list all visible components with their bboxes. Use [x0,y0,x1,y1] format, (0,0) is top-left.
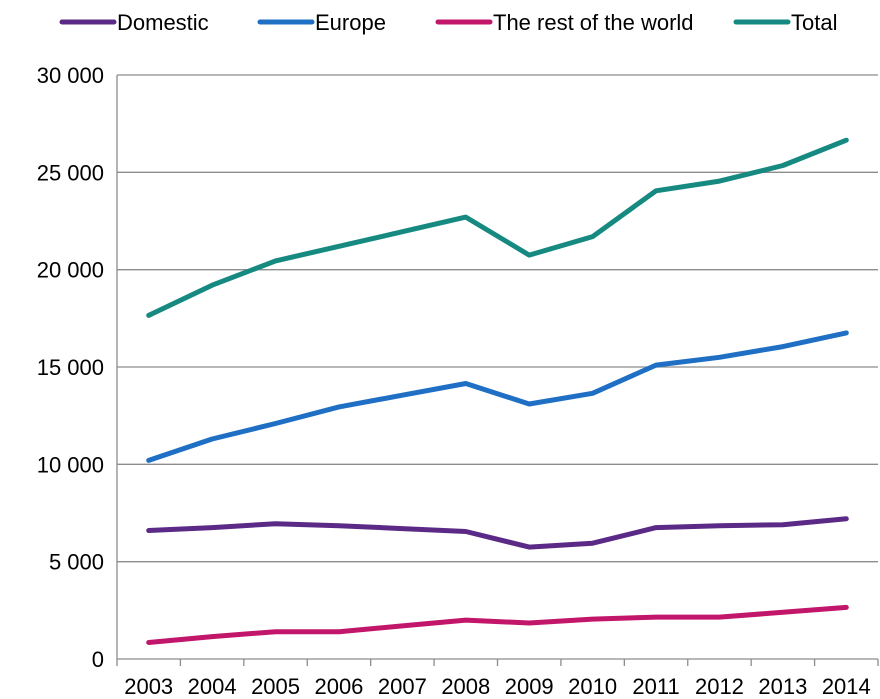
data-point [273,629,278,634]
data-point [210,634,215,639]
data-point [654,615,659,620]
series-line-total [146,137,849,318]
chart-legend: Domestic Europe The rest of the world Total [59,10,837,35]
y-tick-label: 20 000 [37,258,104,283]
data-point [717,523,722,528]
y-axis-tick-labels: 0 5 000 10 000 15 000 20 000 25 000 30 000 [37,63,104,672]
legend-item-domestic: Domestic [59,10,209,35]
x-tick-label: 2005 [251,674,300,699]
data-point [717,355,722,360]
data-point [146,528,151,533]
x-tick-label: 2010 [568,674,617,699]
series-line-the-rest-of-the-world [146,604,849,645]
data-point [844,605,849,610]
x-tick-label: 2009 [505,674,554,699]
y-tick-label: 25 000 [37,160,104,185]
x-tick-label: 2011 [632,674,679,699]
x-axis-tick-labels: 2003 2004 2005 2006 2007 2008 2009 2010 2011 2012… [124,674,871,699]
series-europe [146,330,849,463]
data-point [590,391,595,396]
data-point [400,526,405,531]
data-point [400,229,405,234]
series-domestic [146,516,849,550]
gridlines [117,74,878,563]
data-point [146,640,151,645]
data-point [654,363,659,368]
data-point [273,258,278,263]
data-point [780,344,785,349]
data-point [780,522,785,527]
data-point [844,330,849,335]
chart-axes [116,75,879,666]
x-tick-label: 2014 [822,674,871,699]
y-tick-label: 0 [92,647,104,672]
legend-item-europe: Europe [257,10,386,35]
x-tick-label: 2013 [758,674,807,699]
series-line-domestic [146,516,849,550]
legend-item-total: Total [733,10,837,35]
data-point [717,179,722,184]
data-point [463,618,468,623]
x-tick-label: 2012 [695,674,744,699]
legend-label: Total [791,10,837,35]
y-tick-label: 30 000 [37,63,104,88]
series-the-rest-of-the-world [146,604,849,645]
data-point [336,244,341,249]
data-point [527,545,532,550]
data-point [590,541,595,546]
legend-label: Europe [315,10,386,35]
y-tick-label: 15 000 [37,355,104,380]
data-point [654,188,659,193]
data-point [590,234,595,239]
data-point [400,623,405,628]
series-line-europe [146,330,849,463]
data-point [146,458,151,463]
data-point [210,283,215,288]
data-point [210,437,215,442]
chart-series [146,137,849,645]
y-tick-label: 10 000 [37,452,104,477]
data-point [717,615,722,620]
legend-item-the-rest-of-the-world: The rest of the world [435,10,694,35]
data-point [590,617,595,622]
data-point [463,529,468,534]
data-point [844,516,849,521]
data-point [463,215,468,220]
x-tick-label: 2007 [378,674,427,699]
data-point [336,404,341,409]
data-point [527,401,532,406]
data-point [780,610,785,615]
data-point [273,521,278,526]
y-tick-label: 5 000 [49,550,104,575]
x-tick-label: 2003 [124,674,173,699]
data-point [273,421,278,426]
legend-label: The rest of the world [493,10,694,35]
data-point [463,381,468,386]
legend-label: Domestic [117,10,209,35]
x-tick-label: 2006 [314,674,363,699]
data-point [780,163,785,168]
data-point [336,523,341,528]
data-point [146,313,151,318]
data-point [336,629,341,634]
data-point [400,393,405,398]
x-tick-label: 2004 [188,674,237,699]
data-point [844,138,849,143]
data-point [654,525,659,530]
data-point [210,525,215,530]
data-point [527,620,532,625]
series-total [146,137,849,318]
data-point [527,253,532,258]
x-tick-label: 2008 [441,674,490,699]
